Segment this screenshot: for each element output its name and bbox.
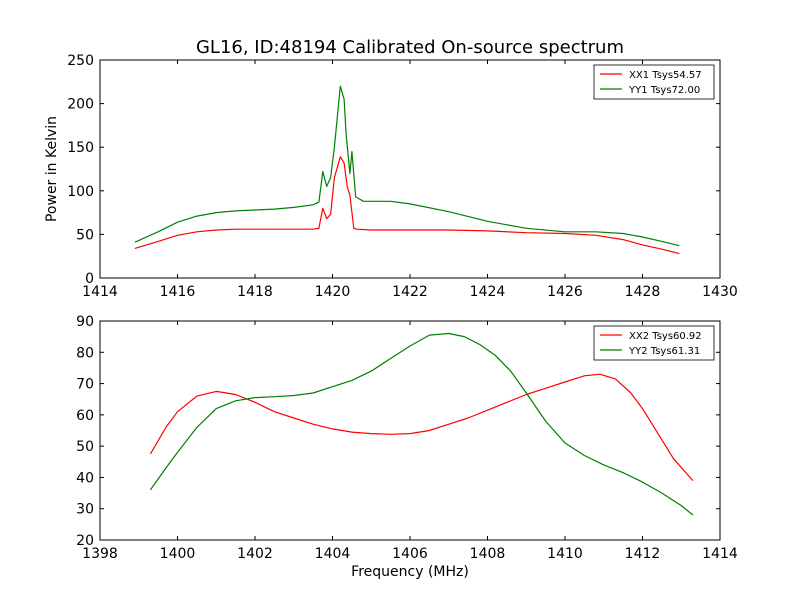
panel2-y-tick-label: 40 bbox=[76, 470, 94, 486]
panel2-x-tick-label: 1412 bbox=[625, 546, 661, 562]
panel2-x-axis-label: Frequency (MHz) bbox=[351, 564, 469, 580]
panel1-x-tick-label: 1422 bbox=[392, 284, 428, 300]
panel1-x-tick-label: 1414 bbox=[82, 284, 118, 300]
panel1-legend-label-2: YY1 Tsys72.00 bbox=[628, 85, 700, 96]
panel2-y-tick-label: 20 bbox=[76, 533, 94, 549]
panel2-x-tick-label: 1408 bbox=[470, 546, 506, 562]
panel1-x-tick-label: 1424 bbox=[470, 284, 506, 300]
panel2-x-tick-label: 1398 bbox=[82, 546, 118, 562]
panel1-y-tick-label: 100 bbox=[67, 184, 94, 200]
panel1-y-tick-label: 150 bbox=[67, 140, 94, 156]
panel2-x-tick-label: 1400 bbox=[160, 546, 196, 562]
panel1-series-line-1 bbox=[134, 156, 680, 255]
panel1-x-tick-label: 1426 bbox=[547, 284, 583, 300]
panel1-y-axis-label: Power in Kelvin bbox=[44, 116, 60, 222]
panel2-x-tick-label: 1404 bbox=[315, 546, 351, 562]
panel1-y-tick-label: 0 bbox=[85, 271, 94, 287]
panel1-y-tick-label: 50 bbox=[76, 227, 94, 243]
panel2-x-tick-label: 1402 bbox=[237, 546, 273, 562]
panel1-x-tick-label: 1428 bbox=[625, 284, 661, 300]
panel2-y-tick-label: 90 bbox=[76, 314, 94, 330]
panel2-y-tick-label: 30 bbox=[76, 502, 94, 518]
chart-title: GL16, ID:48194 Calibrated On-source spec… bbox=[196, 37, 624, 58]
panel2-legend-label-2: YY2 Tsys61.31 bbox=[628, 346, 700, 357]
panel2-legend-label-1: XX2 Tsys60.92 bbox=[629, 331, 702, 342]
panel2-y-tick-label: 50 bbox=[76, 439, 94, 455]
panel1-x-tick-label: 1418 bbox=[237, 284, 273, 300]
panel1-x-tick-label: 1416 bbox=[160, 284, 196, 300]
panel2-x-tick-label: 1410 bbox=[547, 546, 583, 562]
panel2-series-line-2 bbox=[149, 332, 694, 516]
panel1-x-tick-label: 1430 bbox=[702, 284, 738, 300]
panel2-legend-box bbox=[593, 325, 715, 361]
panel1-x-tick-label: 1420 bbox=[315, 284, 351, 300]
panel1-y-tick-label: 200 bbox=[67, 97, 94, 113]
panel2-y-tick-label: 80 bbox=[76, 345, 94, 361]
panel2-y-tick-label: 70 bbox=[76, 377, 94, 393]
panel2-x-tick-label: 1406 bbox=[392, 546, 428, 562]
panel1-legend-label-1: XX1 Tsys54.57 bbox=[629, 70, 702, 81]
panel1-y-tick-label: 250 bbox=[67, 53, 94, 69]
panel2-x-tick-label: 1414 bbox=[702, 546, 738, 562]
panel1-series-line-2 bbox=[134, 85, 680, 247]
panel2-y-tick-label: 60 bbox=[76, 408, 94, 424]
panel2-series-line-1 bbox=[149, 373, 694, 481]
panel1-legend-box bbox=[593, 64, 715, 100]
